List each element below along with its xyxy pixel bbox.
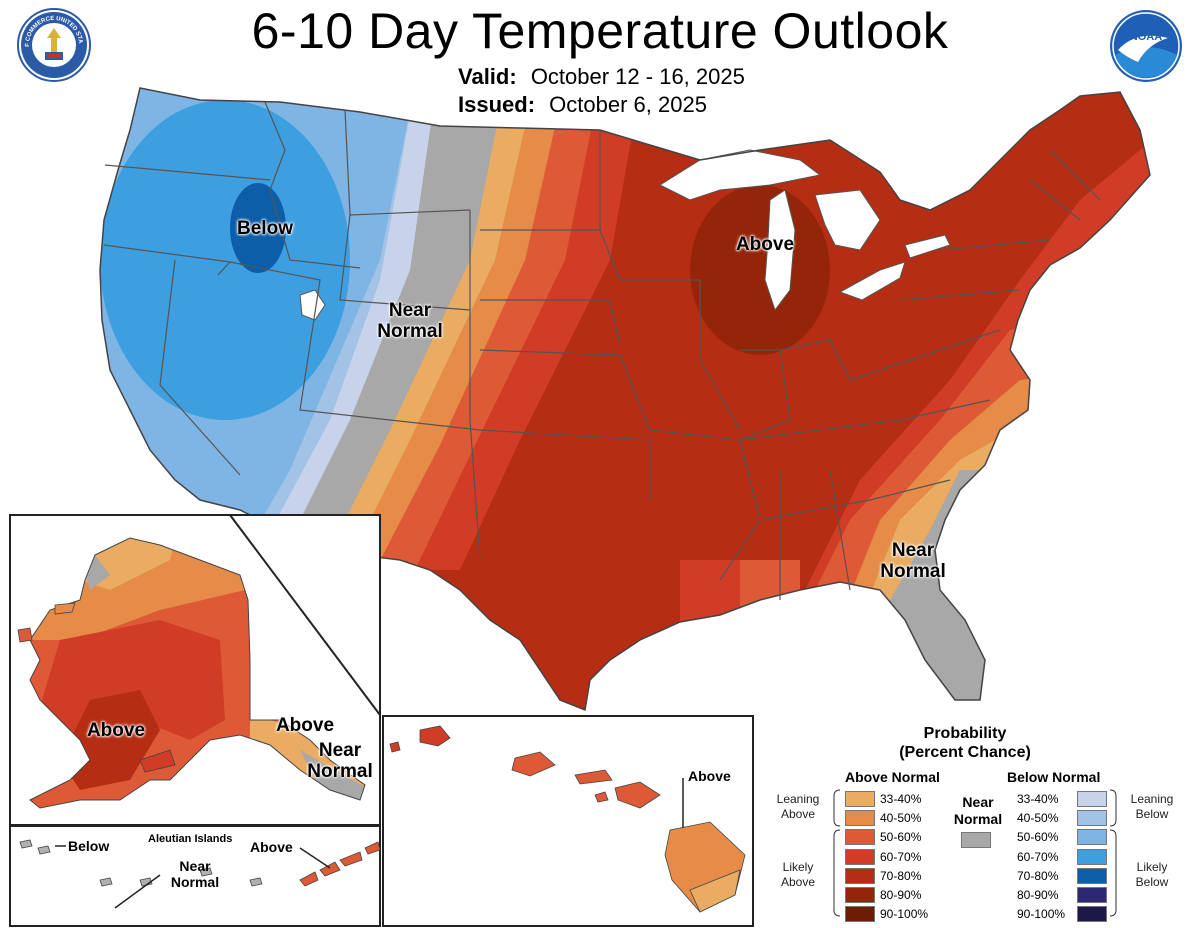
legend-below-range: 70-80% bbox=[1017, 869, 1059, 883]
state-boundaries bbox=[103, 101, 1101, 600]
legend-below-swatch bbox=[1077, 887, 1107, 903]
legend-above-swatch bbox=[845, 849, 875, 865]
label-conus-near-normal-west: Near Normal bbox=[377, 300, 443, 342]
legend-below-swatch bbox=[1077, 868, 1107, 884]
legend-brackets bbox=[833, 789, 1117, 917]
legend-below-swatch bbox=[1077, 849, 1107, 865]
legend-below-swatch bbox=[1077, 829, 1107, 845]
noaa-logo-text: NOAA bbox=[1130, 31, 1162, 43]
valid-dates: October 12 - 16, 2025 bbox=[530, 64, 745, 89]
valid-line: Valid: October 12 - 16, 2025 bbox=[458, 64, 745, 90]
legend-above-range: 70-80% bbox=[880, 869, 922, 883]
legend-likely-above: Likely Above bbox=[780, 860, 816, 889]
legend-above-swatch bbox=[845, 810, 875, 826]
legend-near-normal-label: Near Normal bbox=[953, 794, 1003, 827]
legend-above-range: 40-50% bbox=[880, 811, 922, 825]
great-lakes bbox=[299, 149, 951, 321]
label-alaska-above-west: Above bbox=[86, 720, 146, 741]
legend-leaning-above: Leaning Above bbox=[776, 792, 820, 821]
legend-above-swatch bbox=[845, 887, 875, 903]
label-conus-above: Above bbox=[735, 234, 795, 255]
legend-above-range: 33-40% bbox=[880, 792, 922, 806]
label-aleutian-below: Below bbox=[68, 838, 110, 854]
label-conus-near-normal-southeast: Near Normal bbox=[880, 540, 946, 582]
label-aleutian-title: Aleutian Islands bbox=[148, 833, 233, 845]
legend-below-range: 60-70% bbox=[1017, 850, 1059, 864]
legend-title: Probability (Percent Chance) bbox=[899, 725, 1031, 761]
label-alaska-above-southeast: Above bbox=[275, 715, 335, 736]
legend-above-swatch bbox=[845, 829, 875, 845]
legend-below-range: 90-100% bbox=[1017, 907, 1066, 921]
label-hawaii-above: Above bbox=[688, 768, 731, 784]
label-aleutian-above: Above bbox=[250, 839, 293, 855]
legend-above-swatch bbox=[845, 791, 875, 807]
hawaii-inset-frame bbox=[382, 715, 754, 927]
legend-likely-below: Likely Below bbox=[1135, 860, 1169, 889]
issued-label: Issued: bbox=[458, 92, 536, 117]
legend-above-swatch bbox=[845, 906, 875, 922]
noaa-logo-icon: NOAA bbox=[1110, 10, 1182, 82]
map-title: 6-10 Day Temperature Outlook bbox=[251, 3, 949, 59]
hawaii-islands bbox=[389, 725, 746, 913]
legend-below-range: 33-40% bbox=[1017, 792, 1059, 806]
valid-label: Valid: bbox=[458, 64, 517, 89]
legend-above-swatch bbox=[845, 868, 875, 884]
label-aleutian-near-normal: Near Normal bbox=[170, 858, 220, 890]
legend-below-swatch bbox=[1077, 810, 1107, 826]
aleutian-islands bbox=[19, 839, 263, 887]
issued-date: October 6, 2025 bbox=[549, 92, 707, 117]
legend-above-range: 90-100% bbox=[880, 907, 929, 921]
legend-above-header: Above Normal bbox=[845, 769, 940, 785]
aleutian-inset-frame bbox=[9, 825, 381, 927]
legend-below-range: 50-60% bbox=[1017, 830, 1059, 844]
legend-leaning-below: Leaning Below bbox=[1130, 792, 1174, 821]
legend-below-header: Below Normal bbox=[1007, 769, 1101, 785]
legend-above-range: 80-90% bbox=[880, 888, 922, 902]
legend-below-range: 40-50% bbox=[1017, 811, 1059, 825]
commerce-seal-icon: DEPARTMENT OF COMMERCE UNITED STATES OF … bbox=[17, 8, 91, 82]
legend-above-range: 60-70% bbox=[880, 850, 922, 864]
label-alaska-near-normal: Near Normal bbox=[307, 740, 373, 782]
issued-line: Issued: October 6, 2025 bbox=[458, 92, 707, 118]
label-conus-below: Below bbox=[237, 218, 293, 239]
legend-above-range: 50-60% bbox=[880, 830, 922, 844]
legend-below-swatch bbox=[1077, 791, 1107, 807]
legend-below-swatch bbox=[1077, 906, 1107, 922]
legend-near-normal-swatch bbox=[961, 832, 991, 848]
legend-below-range: 80-90% bbox=[1017, 888, 1059, 902]
